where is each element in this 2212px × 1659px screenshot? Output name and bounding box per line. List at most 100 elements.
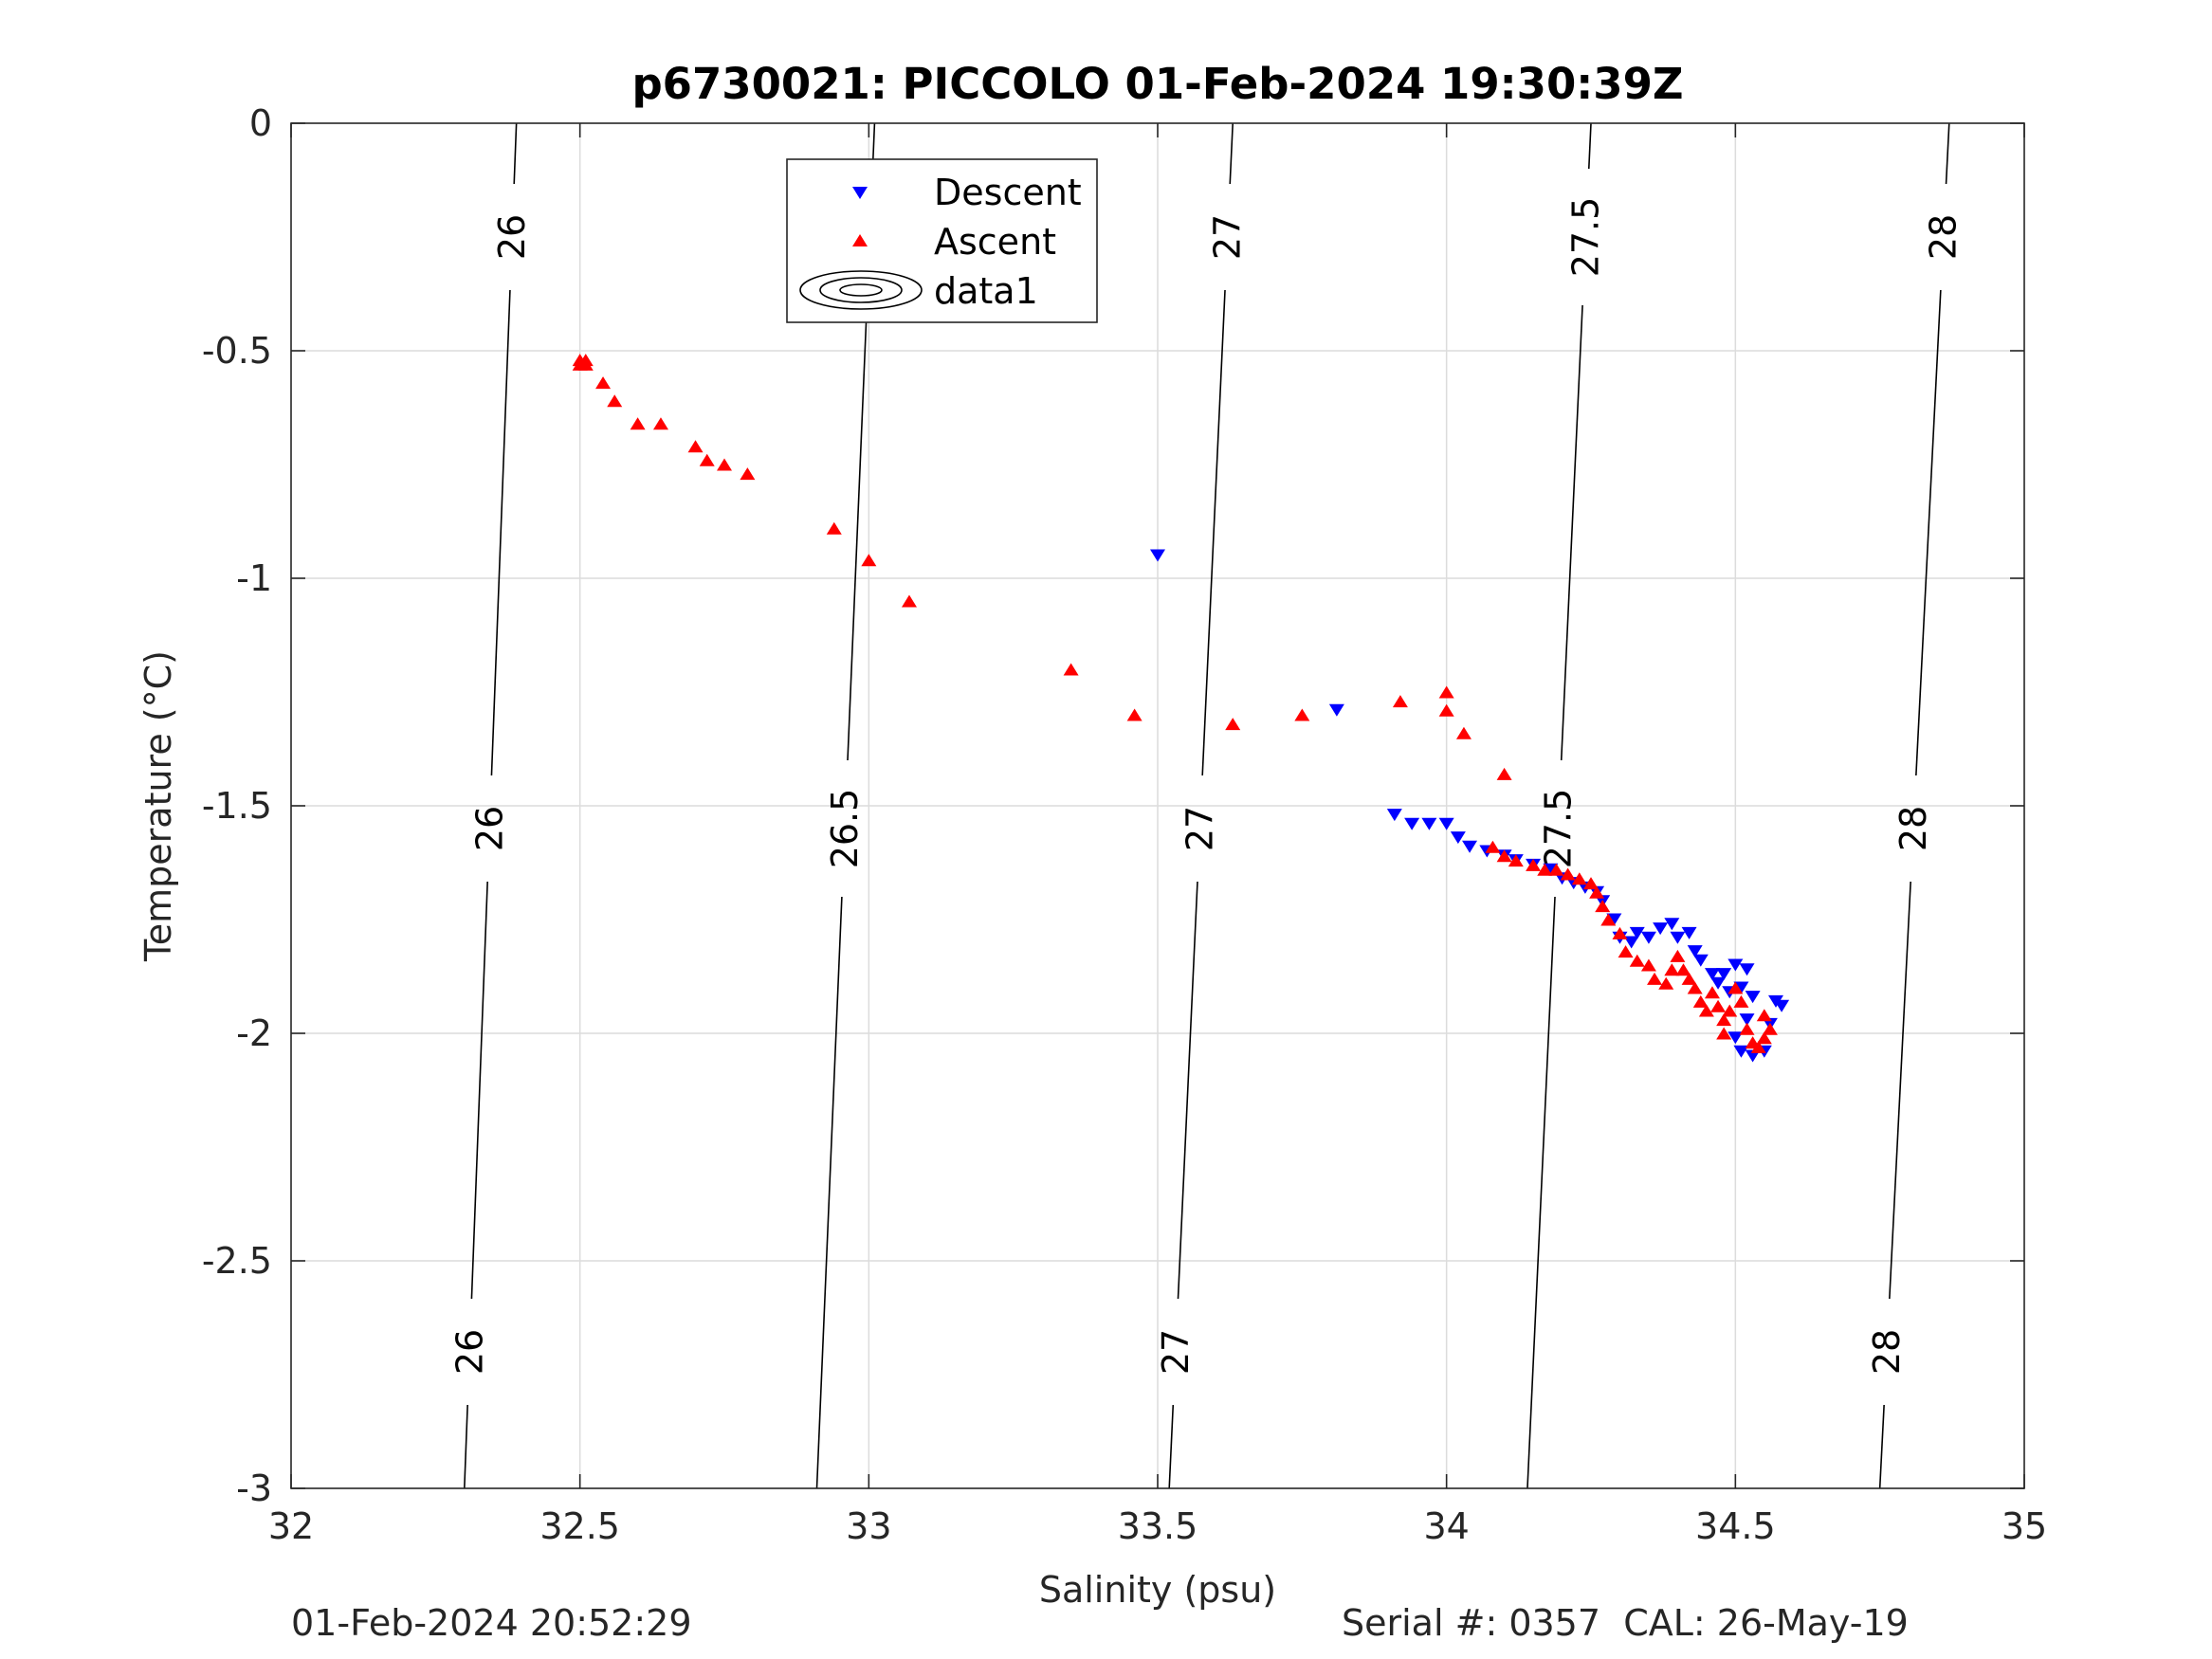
ascent-point (1583, 877, 1599, 890)
ascent-point (1526, 858, 1542, 871)
x-tick-label: 35 (2002, 1505, 2047, 1547)
x-tick-label: 33 (846, 1505, 891, 1547)
isopycnal-line-segment (1560, 304, 1583, 761)
descent-point (1462, 840, 1478, 853)
isopycnal-28: 28 28 28 (1866, 122, 1965, 1489)
ascent-point (1756, 1031, 1772, 1045)
ascent-point (717, 458, 732, 471)
ascent-point (1571, 872, 1587, 885)
ascent-point (1496, 767, 1512, 780)
y-tick-label: -2.5 (202, 1240, 272, 1282)
x-tick-label: 32.5 (539, 1505, 620, 1547)
isopycnal-27: 27 27 27 (1155, 122, 1249, 1489)
x-tick-label: 32 (268, 1505, 314, 1547)
footer-serial-cal: Serial #: 0357 CAL: 26-May-19 (1342, 1602, 1909, 1644)
legend-ascent-marker (852, 234, 868, 246)
ascent-point (1710, 999, 1727, 1012)
descent-point (1450, 831, 1466, 845)
descent-point (1150, 549, 1165, 562)
descent-point (1716, 968, 1732, 981)
descent-point (1629, 926, 1645, 939)
ascent-series (572, 354, 1778, 1053)
ascent-point (1722, 1004, 1738, 1017)
descent-point (1739, 1013, 1755, 1027)
descent-point (1653, 922, 1669, 936)
isopycnal-line-segment (1878, 1404, 1885, 1489)
ascent-point (1225, 718, 1241, 731)
isopycnal-label: 26 (491, 214, 533, 260)
isopycnal-line-segment (470, 881, 488, 1300)
isopycnal-26: 26 26 26 (448, 122, 533, 1489)
isopycnal-line-segment (1201, 289, 1226, 776)
ascent-point (1728, 981, 1744, 994)
legend-contour-icon (799, 270, 923, 310)
ascent-point (901, 594, 917, 608)
ascent-point (607, 394, 623, 408)
footer-timestamp: 01-Feb-2024 20:52:29 (291, 1602, 692, 1644)
ascent-point (1664, 963, 1680, 976)
ascent-point (1392, 695, 1408, 708)
isopycnal-line-segment (1177, 881, 1198, 1300)
axis-ticks: 32 32.5 33 33.5 34 34.5 35 0 -0.5 -1 -1.5 -2 -2.5 -3 (202, 102, 2047, 1547)
isopycnal-line-segment (1168, 1404, 1175, 1489)
isopycnal-line-segment (815, 896, 843, 1489)
y-tick-label: -3 (236, 1468, 272, 1509)
isopycnal-label: 27 (1155, 1329, 1197, 1375)
descent-point (1687, 945, 1703, 958)
isopycnal-label: 27.5 (1564, 197, 1606, 278)
x-tick-label: 34.5 (1695, 1505, 1776, 1547)
descent-point (1728, 958, 1744, 972)
ascent-point (1692, 994, 1709, 1008)
ascent-point (861, 554, 877, 567)
descent-point (1774, 999, 1790, 1012)
isopycnal-label: 27 (1179, 806, 1221, 851)
descent-point (1681, 926, 1697, 939)
isopycnal-line-segment (847, 304, 868, 761)
ascent-point (699, 453, 715, 466)
isopycnal-label: 27 (1207, 214, 1249, 260)
descent-point (1670, 931, 1686, 944)
isopycnal-label: 28 (1866, 1329, 1908, 1375)
ascent-point (1537, 863, 1553, 876)
ascent-point (577, 354, 594, 367)
descent-point (1438, 817, 1454, 830)
ascent-point (1600, 913, 1617, 926)
ascent-point (1126, 708, 1143, 721)
legend: Descent Ascent data1 (786, 158, 1098, 323)
ascent-point (1704, 986, 1720, 999)
data-points (572, 354, 1790, 1063)
ascent-point (1063, 663, 1079, 676)
ascent-point (1716, 1027, 1732, 1040)
descent-point (1692, 954, 1709, 967)
ascent-point (1548, 863, 1564, 876)
ascent-point (630, 417, 646, 430)
isopycnal-line-segment (1587, 122, 1592, 170)
descent-point (1328, 703, 1344, 717)
descent-point (1421, 817, 1437, 830)
descent-point (1710, 976, 1727, 990)
legend-box (786, 158, 1098, 323)
isopycnal-line-segment (1915, 289, 1942, 776)
descent-point (1745, 991, 1761, 1004)
y-tick-label: -1 (236, 557, 272, 599)
descent-point (1606, 913, 1622, 926)
ascent-point (1658, 976, 1674, 990)
ascent-point (1640, 958, 1656, 972)
legend-ascent-label: Ascent (934, 221, 1056, 263)
y-tick-label: -2 (236, 1012, 272, 1054)
ascent-point (1756, 1009, 1772, 1022)
ascent-point (1681, 972, 1697, 985)
ascent-point (1455, 726, 1472, 739)
ascent-point (1750, 1040, 1766, 1053)
isopycnal-line-segment (1229, 122, 1234, 185)
ascent-point (1698, 1004, 1714, 1017)
descent-point (1543, 863, 1559, 876)
descent-point (1404, 817, 1420, 830)
ascent-point (1716, 1013, 1732, 1027)
ascent-point (1589, 885, 1605, 899)
ascent-point (1496, 849, 1512, 863)
legend-data1-label: data1 (934, 270, 1038, 312)
ascent-point (740, 467, 756, 481)
ascent-point (1687, 981, 1703, 994)
